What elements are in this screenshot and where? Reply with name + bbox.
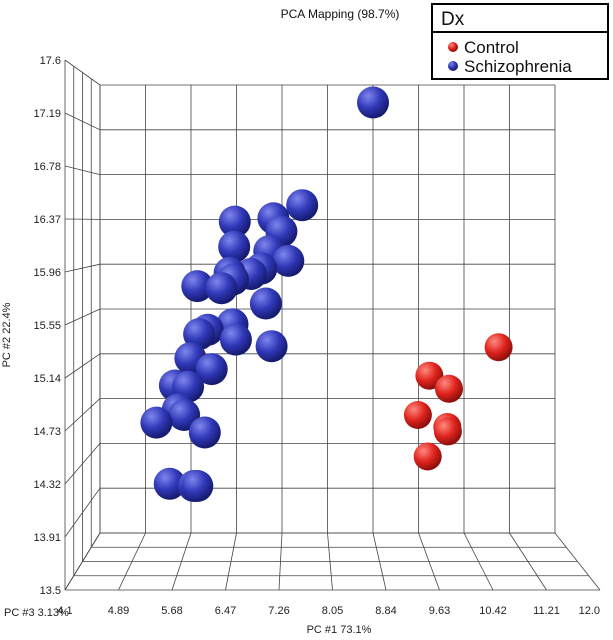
legend-title: Dx xyxy=(441,9,465,30)
y-tick-label: 17.19 xyxy=(33,108,61,120)
data-points xyxy=(140,86,513,502)
x-tick-label: 6.47 xyxy=(215,605,236,617)
data-point-schizophrenia xyxy=(181,470,214,502)
y-tick-label: 16.78 xyxy=(33,161,61,173)
data-point-schizophrenia xyxy=(140,406,173,439)
x-tick-label: 10.42 xyxy=(479,605,507,617)
chart-grid xyxy=(64,59,601,591)
data-point-schizophrenia xyxy=(272,244,305,277)
y-tick-label: 17.6 xyxy=(40,55,61,67)
axis-ticks: 13.5 13.91 14.32 14.73 15.14 15.55 15.96 16.37 1… xyxy=(33,55,600,617)
y-tick-label: 14.73 xyxy=(33,426,61,438)
data-point-schizophrenia xyxy=(249,287,282,320)
x-tick-label: 5.68 xyxy=(161,605,182,617)
y-tick-label: 13.91 xyxy=(33,532,61,544)
legend-marker-control xyxy=(448,42,458,52)
data-point-schizophrenia xyxy=(188,416,221,449)
data-point-control xyxy=(433,417,462,446)
data-point-schizophrenia xyxy=(205,272,238,305)
legend-label-control: Control xyxy=(464,38,519,57)
legend-marker-schizophrenia xyxy=(448,61,458,71)
data-point-schizophrenia xyxy=(218,230,251,263)
x-tick-label: 12.0 xyxy=(579,605,600,617)
legend-label-schizophrenia: Schizophrenia xyxy=(464,57,572,76)
x-tick-label: 8.84 xyxy=(375,605,396,617)
data-point-schizophrenia xyxy=(357,86,389,119)
x-tick-label: 7.26 xyxy=(268,605,289,617)
data-point-schizophrenia xyxy=(183,318,216,351)
chart-title: PCA Mapping (98.7%) xyxy=(281,7,400,21)
data-point-schizophrenia xyxy=(181,270,214,303)
y-axis-label: PC #2 22.4% xyxy=(1,302,13,367)
y-tick-label: 13.5 xyxy=(40,585,61,597)
data-point-schizophrenia xyxy=(195,353,228,386)
x-tick-label: 4.1 xyxy=(57,605,72,617)
data-point-schizophrenia xyxy=(218,205,251,238)
legend: Dx Control Schizophrenia xyxy=(431,3,609,80)
legend-title-box xyxy=(431,3,609,33)
y-tick-label: 15.96 xyxy=(33,267,61,279)
x-axis-label: PC #1 73.1% xyxy=(307,624,372,636)
data-point-control xyxy=(435,374,463,403)
y-tick-label: 15.14 xyxy=(33,373,61,385)
x-tick-label: 9.63 xyxy=(429,605,450,617)
data-point-schizophrenia xyxy=(219,323,252,356)
data-point-control xyxy=(413,442,442,471)
x-tick-label: 8.05 xyxy=(322,605,343,617)
data-point-schizophrenia xyxy=(153,467,186,500)
data-point-control xyxy=(403,401,432,429)
y-tick-label: 15.55 xyxy=(33,320,61,332)
x-tick-label: 11.21 xyxy=(533,605,560,617)
data-point-schizophrenia xyxy=(255,330,288,363)
y-tick-label: 16.37 xyxy=(33,214,61,226)
data-point-control xyxy=(484,333,513,362)
legend-entries-box xyxy=(431,31,609,80)
x-tick-label: 4.89 xyxy=(108,605,129,617)
data-point-schizophrenia xyxy=(286,189,319,222)
y-tick-label: 14.32 xyxy=(33,479,61,491)
z-axis-label: PC #3 3.13% xyxy=(4,607,69,619)
